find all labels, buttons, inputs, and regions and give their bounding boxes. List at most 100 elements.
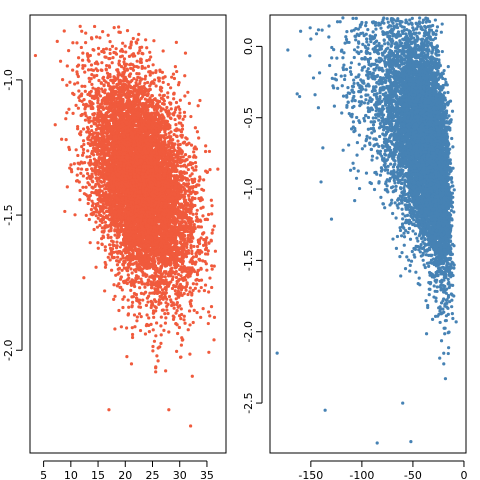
scatter-point	[76, 167, 80, 171]
scatter-point	[122, 295, 126, 299]
scatter-point	[207, 241, 211, 245]
scatter-point	[145, 46, 149, 50]
scatter-point	[159, 333, 163, 337]
scatter-point	[106, 233, 110, 237]
scatter-point	[195, 130, 199, 134]
scatter-point	[183, 321, 187, 325]
scatter-point	[88, 79, 92, 84]
scatter-point	[183, 285, 187, 290]
scatter-point	[117, 308, 121, 313]
scatter-point	[164, 316, 168, 320]
scatter-point	[139, 59, 143, 64]
scatter-point	[72, 162, 76, 166]
scatter-point	[207, 290, 211, 294]
scatter-point	[172, 133, 176, 137]
scatter-point	[203, 149, 208, 154]
scatter-point	[109, 268, 114, 272]
scatter-point	[93, 206, 97, 210]
scatter-point	[187, 101, 191, 105]
scatter-point	[81, 66, 85, 70]
scatter-point	[150, 285, 154, 290]
scatter-point	[169, 86, 173, 90]
scatter-point	[81, 151, 86, 155]
scatter-point	[187, 309, 192, 313]
scatter-point	[140, 65, 144, 69]
scatter-point	[113, 327, 117, 331]
scatter-point	[193, 126, 197, 130]
scatter-point	[81, 185, 85, 189]
scatter-point	[205, 268, 209, 272]
scatter-point	[138, 45, 142, 50]
scatter-point	[142, 84, 146, 88]
scatter-point	[79, 171, 83, 175]
scatter-point	[166, 82, 170, 87]
scatter-point	[174, 100, 179, 105]
scatter-point	[100, 242, 104, 247]
scatter-point	[190, 374, 194, 378]
scatter-point	[101, 169, 105, 173]
scatter-point	[85, 171, 90, 176]
left-scatter-points	[33, 24, 220, 428]
scatter-point	[76, 161, 80, 165]
scatter-point	[104, 47, 108, 51]
scatter-point	[94, 214, 98, 218]
scatter-point	[209, 238, 213, 242]
scatter-point	[129, 288, 133, 292]
scatter-point	[121, 305, 125, 310]
scatter-point	[105, 71, 110, 75]
scatter-point	[174, 322, 178, 326]
scatter-point	[114, 47, 118, 51]
scatter-point	[84, 31, 88, 35]
scatter-point	[96, 105, 100, 109]
scatter-point	[124, 50, 128, 54]
left-plot-frame	[29, 14, 227, 454]
scatter-point	[173, 65, 177, 69]
scatter-point	[174, 40, 178, 44]
scatter-point	[58, 59, 63, 63]
scatter-point	[155, 107, 159, 111]
scatter-point	[94, 265, 98, 269]
scatter-point	[86, 68, 91, 72]
scatter-point	[149, 55, 153, 59]
scatter-point	[206, 249, 210, 253]
scatter-point	[103, 245, 107, 249]
scatter-point	[206, 321, 210, 326]
scatter-point	[139, 315, 143, 319]
scatter-point	[117, 266, 122, 270]
scatter-point	[165, 105, 169, 110]
scatter-point	[193, 196, 197, 201]
scatter-point	[182, 314, 186, 318]
scatter-point	[85, 167, 89, 172]
scatter-point	[102, 84, 106, 88]
scatter-point	[106, 33, 110, 37]
scatter-point	[127, 54, 132, 58]
scatter-point	[144, 38, 148, 42]
scatter-point	[179, 307, 183, 311]
scatter-point	[87, 59, 91, 63]
scatter-point	[177, 325, 181, 330]
left-scatter-panel: 5 10 15 20 25 30 35 -1.0-1.5-2.0	[2, 14, 227, 480]
scatter-point	[146, 64, 151, 68]
scatter-point	[174, 275, 179, 280]
scatter-point	[162, 102, 166, 106]
scatter-point	[90, 128, 94, 133]
scatter-point	[100, 226, 104, 230]
scatter-point	[74, 148, 78, 152]
scatter-point	[157, 76, 161, 80]
scatter-point	[135, 59, 139, 63]
scatter-point	[71, 41, 75, 45]
scatter-point	[154, 84, 158, 88]
scatter-point	[115, 240, 119, 244]
scatter-point	[202, 178, 206, 182]
scatter-point	[82, 142, 86, 147]
scatter-point	[209, 305, 214, 309]
scatter-point	[60, 137, 64, 141]
scatter-point	[197, 289, 201, 293]
scatter-point	[118, 285, 122, 289]
scatter-point	[194, 212, 199, 216]
scatter-point	[162, 328, 166, 333]
scatter-point	[178, 111, 182, 115]
scatter-point	[170, 286, 175, 291]
scatter-point	[207, 350, 211, 354]
scatter-point	[125, 29, 130, 33]
